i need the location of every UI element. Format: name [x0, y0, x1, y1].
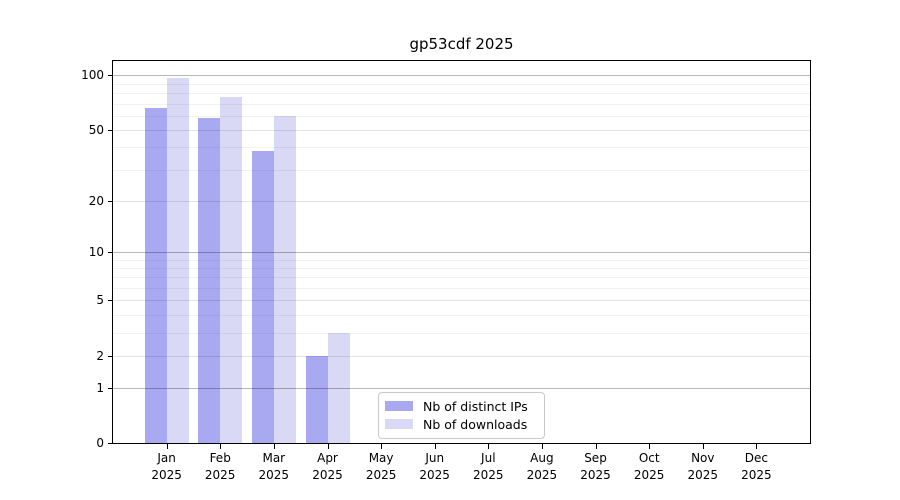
legend-label-distinct-ips: Nb of distinct IPs — [423, 399, 528, 414]
x-tick — [541, 444, 543, 449]
x-tick-month: Jul — [481, 451, 496, 465]
gridline-major — [113, 300, 810, 302]
x-tick-label: Dec 2025 — [724, 450, 788, 484]
plot-area — [113, 61, 810, 443]
legend: Nb of distinct IPs Nb of downloads — [378, 392, 545, 439]
x-tick — [381, 444, 383, 449]
x-tick — [595, 444, 597, 449]
gridline-major — [113, 75, 810, 77]
x-tick-month: Jan — [157, 451, 176, 465]
x-tick — [756, 444, 758, 449]
bar-downloads — [166, 77, 189, 443]
bar-downloads — [220, 97, 243, 443]
x-tick — [434, 444, 436, 449]
legend-item-distinct-ips: Nb of distinct IPs — [379, 399, 544, 414]
x-tick-label: Apr 2025 — [296, 450, 360, 484]
x-tick-month: Feb — [209, 451, 231, 465]
y-tick-label: 100 — [81, 68, 104, 83]
gridline-minor — [113, 147, 810, 149]
x-tick-label: May 2025 — [349, 450, 413, 484]
y-tick-label: 50 — [88, 122, 104, 137]
legend-swatch-distinct-ips — [385, 401, 413, 411]
x-tick-month: Oct — [638, 451, 660, 465]
x-tick-label: Oct 2025 — [617, 450, 681, 484]
x-tick-month: Jun — [425, 451, 445, 465]
y-tick-label: 1 — [96, 380, 104, 395]
gridline-minor — [113, 288, 810, 289]
bar-distinct-ips — [305, 355, 328, 443]
gridline-major — [113, 129, 810, 131]
gridline-minor — [113, 268, 810, 269]
legend-item-downloads: Nb of downloads — [379, 417, 544, 432]
gridline-minor — [113, 93, 810, 94]
gridline-minor — [113, 103, 810, 105]
x-tick-label: Mar 2025 — [242, 450, 306, 484]
x-tick-label: Jul 2025 — [456, 450, 520, 484]
x-tick-year: 2025 — [580, 468, 611, 482]
y-tick-label: 0 — [96, 436, 104, 450]
chart-title: gp53cdf 2025 — [409, 35, 514, 53]
legend-label-downloads: Nb of downloads — [423, 417, 528, 432]
gridline-minor — [113, 83, 810, 85]
x-tick-month: May — [368, 451, 394, 465]
x-tick-year: 2025 — [633, 468, 665, 482]
x-tick — [220, 444, 222, 449]
gridline-major — [113, 200, 810, 202]
x-tick — [702, 444, 704, 449]
bar-distinct-ips — [144, 108, 167, 443]
x-tick-year: 2025 — [687, 468, 719, 482]
x-tick-year: 2025 — [419, 468, 450, 482]
gridline-minor — [113, 277, 810, 279]
x-tick-year: 2025 — [526, 468, 558, 482]
gridline-minor — [113, 314, 810, 316]
y-tick-label: 2 — [96, 348, 104, 363]
x-tick-year: 2025 — [204, 468, 236, 482]
gridline-minor — [113, 332, 810, 334]
x-tick-label: Feb 2025 — [188, 450, 252, 484]
gridline-major — [113, 355, 810, 357]
x-tick — [649, 444, 651, 449]
x-tick-year: 2025 — [258, 468, 290, 482]
x-tick-label: Nov 2025 — [671, 450, 735, 484]
x-tick-label: Sep 2025 — [564, 450, 628, 484]
x-tick-month: Mar — [262, 451, 286, 465]
x-tick — [327, 444, 329, 449]
x-tick — [488, 444, 490, 449]
x-tick-year: 2025 — [365, 468, 397, 482]
x-tick-year: 2025 — [151, 468, 182, 482]
legend-swatch-downloads — [385, 419, 413, 429]
gridline-minor — [113, 259, 810, 261]
x-tick-year: 2025 — [473, 468, 504, 482]
x-tick-month: Dec — [744, 451, 768, 465]
x-tick-month: Sep — [584, 451, 607, 465]
x-tick-month: Nov — [691, 451, 715, 465]
x-tick-label: Jan 2025 — [135, 450, 199, 484]
gridline-minor — [113, 115, 810, 117]
bar-downloads — [327, 332, 350, 443]
gridline-major — [113, 387, 810, 389]
x-tick-year: 2025 — [741, 468, 772, 482]
x-tick-month: Apr — [317, 451, 338, 465]
x-tick — [273, 444, 275, 449]
bar-distinct-ips — [251, 151, 274, 443]
x-tick-label: Aug 2025 — [510, 450, 574, 484]
x-tick-year: 2025 — [312, 468, 343, 482]
x-tick-month: Aug — [530, 451, 554, 465]
gridline-minor — [113, 169, 810, 171]
bar-downloads — [273, 115, 296, 443]
x-tick — [166, 444, 168, 449]
gridline-major — [113, 252, 810, 253]
y-tick-label: 20 — [88, 193, 104, 208]
bar-distinct-ips — [198, 118, 221, 443]
y-tick-label: 5 — [96, 293, 104, 308]
y-tick-label: 10 — [88, 245, 104, 259]
x-tick-label: Jun 2025 — [403, 450, 467, 484]
